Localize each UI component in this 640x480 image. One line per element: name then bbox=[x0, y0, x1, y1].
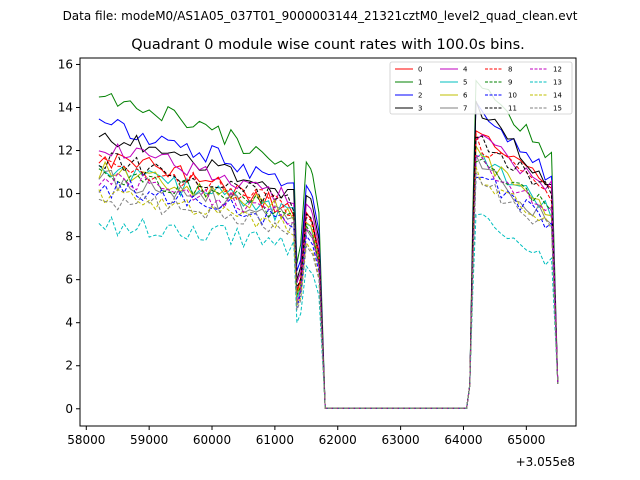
x-tick-label: 61000 bbox=[256, 433, 294, 447]
plot-area bbox=[98, 79, 559, 409]
legend-box bbox=[389, 61, 573, 115]
legend-label: 5 bbox=[463, 79, 467, 87]
x-tick-label: 58000 bbox=[67, 433, 105, 447]
x-offset-label: +3.055e8 bbox=[516, 455, 575, 469]
series-line-15 bbox=[98, 170, 559, 409]
series-line-5 bbox=[98, 152, 559, 409]
legend-label: 13 bbox=[553, 79, 562, 87]
series-line-4 bbox=[98, 134, 559, 409]
series-line-3 bbox=[98, 100, 559, 409]
series-line-2 bbox=[98, 100, 559, 409]
y-tick-label: 8 bbox=[65, 230, 73, 244]
legend-label: 7 bbox=[463, 105, 467, 113]
series-line-13 bbox=[98, 213, 559, 409]
legend-label: 3 bbox=[418, 105, 422, 113]
x-tick-label: 64000 bbox=[444, 433, 482, 447]
legend-label: 6 bbox=[463, 92, 468, 100]
suptitle: Data file: modeM0/AS1A05_037T01_90000031… bbox=[63, 9, 578, 23]
series-line-7 bbox=[98, 154, 559, 409]
x-tick-label: 63000 bbox=[382, 433, 420, 447]
x-axis: 58000 59000 60000 61000 62000 63000 64000 65000 bbox=[67, 426, 545, 447]
legend-label: 10 bbox=[508, 92, 517, 100]
series-line-9 bbox=[98, 158, 559, 409]
y-tick-label: 12 bbox=[58, 144, 73, 158]
y-tick-label: 6 bbox=[65, 273, 73, 287]
legend-label: 11 bbox=[508, 105, 517, 113]
legend-label: 8 bbox=[508, 66, 512, 74]
y-tick-label: 14 bbox=[58, 100, 73, 114]
y-tick-label: 10 bbox=[58, 187, 73, 201]
y-tick-label: 2 bbox=[65, 359, 73, 373]
legend-label: 4 bbox=[463, 66, 468, 74]
legend-label: 14 bbox=[553, 92, 562, 100]
y-tick-label: 0 bbox=[65, 402, 73, 416]
series-line-12 bbox=[98, 154, 559, 409]
legend-label: 0 bbox=[418, 66, 422, 74]
legend-label: 1 bbox=[418, 79, 422, 87]
legend-label: 2 bbox=[418, 92, 422, 100]
series-line-8 bbox=[98, 133, 559, 409]
series-line-6 bbox=[98, 144, 559, 409]
axes-frame bbox=[79, 57, 577, 427]
x-tick-label: 65000 bbox=[507, 433, 545, 447]
y-tick-label: 4 bbox=[65, 316, 73, 330]
legend-label: 15 bbox=[553, 105, 562, 113]
chart-title: Quadrant 0 module wise count rates with … bbox=[131, 37, 525, 53]
legend-label: 9 bbox=[508, 79, 512, 87]
series-line-10 bbox=[98, 176, 559, 409]
legend-label: 12 bbox=[553, 66, 562, 74]
x-tick-label: 59000 bbox=[130, 433, 168, 447]
y-tick-label: 16 bbox=[58, 57, 73, 71]
series-line-1 bbox=[98, 79, 559, 409]
series-line-0 bbox=[98, 129, 559, 409]
series-line-11 bbox=[98, 135, 559, 409]
x-tick-label: 60000 bbox=[193, 433, 231, 447]
y-axis: 0 2 4 6 8 10 12 14 16 bbox=[58, 57, 80, 416]
x-tick-label: 62000 bbox=[319, 433, 357, 447]
